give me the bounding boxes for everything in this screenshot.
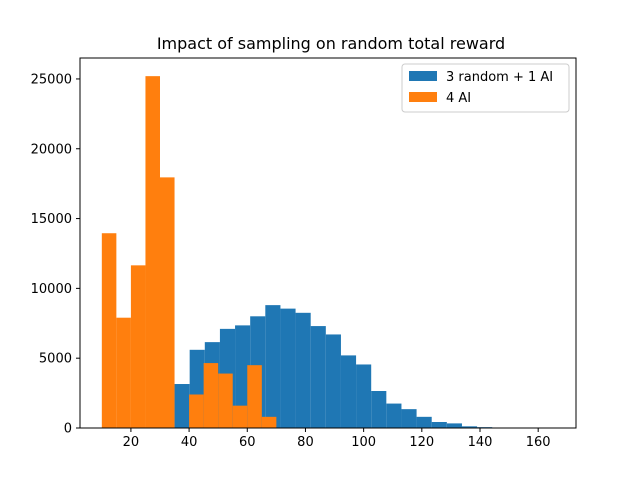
x-tick-label: 140 [468,435,493,450]
histogram-bar [295,312,311,428]
histogram-bar [325,334,341,428]
plot-frame [79,57,577,429]
histogram-bar [235,325,251,428]
histogram-bar [416,416,432,428]
y-tick-label: 0 [64,422,72,437]
x-axis: 20 40 60 80 100 120 140 160 [123,428,551,450]
histogram-bar [160,177,175,428]
histogram-bar [247,365,262,428]
histogram-bar [265,305,281,428]
y-tick-label: 20000 [31,142,72,157]
histogram-bar [431,421,447,428]
x-tick-label: 20 [123,435,140,450]
y-axis: 0 5000 10000 15000 20000 25000 [31,72,80,437]
histogram-bar [386,403,402,428]
y-tick-label: 15000 [31,212,72,227]
legend: 3 random + 1 AI 4 AI [401,63,570,113]
histogram-bar [340,355,357,428]
histogram-bar [145,76,160,428]
x-tick-label: 40 [181,435,198,450]
histogram-bar [356,364,372,428]
histogram-bar [203,363,219,428]
histogram-bar [174,384,190,428]
x-tick-label: 120 [409,435,434,450]
histogram-bar [116,317,131,428]
legend-box [401,63,570,113]
histogram-bar [446,423,462,428]
histogram-bar [232,405,248,428]
histogram-bar [130,265,146,428]
bars-layer [101,76,553,428]
histogram-bar [280,308,296,428]
chart-title: Impact of sampling on random total rewar… [157,34,505,53]
series-1 [101,76,277,428]
legend-label: 4 AI [446,91,471,106]
legend-swatch [409,92,437,102]
histogram-bar [101,233,117,428]
histogram-bar [218,373,233,428]
histogram-bar [371,391,387,428]
y-tick-label: 5000 [39,352,72,367]
legend-swatch [409,71,437,81]
histogram-bar [261,416,277,428]
histogram-bar [401,409,417,428]
histogram-bar [310,326,326,428]
x-tick-label: 160 [526,435,551,450]
x-tick-label: 100 [351,435,376,450]
histogram-bar [189,394,204,428]
histogram-bar [461,426,478,428]
x-tick-label: 80 [297,435,314,450]
y-tick-label: 10000 [31,282,72,297]
legend-label: 3 random + 1 AI [446,70,553,85]
x-tick-label: 60 [239,435,256,450]
y-tick-label: 25000 [31,72,72,87]
